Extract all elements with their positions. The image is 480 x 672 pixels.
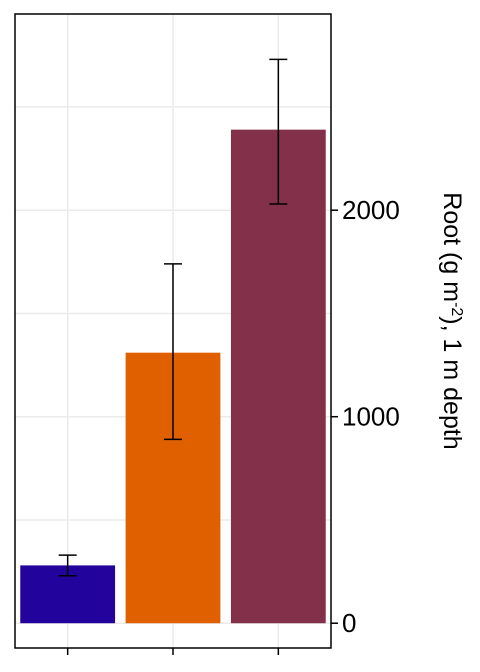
y-tick-label: 1000 xyxy=(342,402,400,432)
y-axis: 0 1000 2000 xyxy=(331,195,400,638)
y-axis-title: Root (g m-2), 1 m depth xyxy=(438,192,466,449)
error-bars xyxy=(58,58,288,577)
y-axis-title-superscript: -2 xyxy=(449,302,466,316)
y-axis-title-main: Root (g m xyxy=(438,192,466,302)
bar-3 xyxy=(230,129,326,624)
y-tick-label: 0 xyxy=(342,608,356,638)
x-axis-ticks xyxy=(66,648,280,655)
y-tick-label: 2000 xyxy=(342,195,400,225)
y-axis-title-rest: ), 1 m depth xyxy=(438,316,466,449)
